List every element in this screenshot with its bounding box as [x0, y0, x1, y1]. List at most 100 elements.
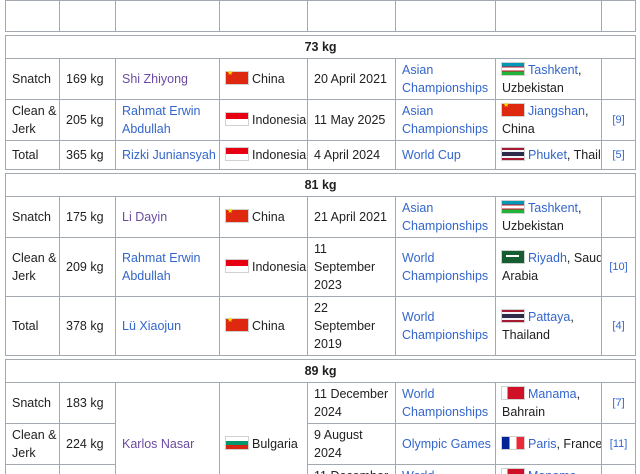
ref-cell: [7] [600, 382, 637, 424]
city-link[interactable]: Manama [528, 469, 577, 474]
lift-cell: Total [5, 296, 60, 356]
event-link[interactable]: World Championships [402, 310, 489, 342]
athlete-link[interactable]: Rahmat Erwin Abdullah [122, 104, 201, 136]
nation-cell: China [219, 58, 308, 100]
athlete-cell: Rizki Juniansyah [115, 140, 220, 170]
location-cell: Riyadh, Saudi Arabia [495, 237, 602, 297]
table-row: Total 405 kg 11 December 2024 World Cham… [5, 464, 637, 474]
location-cell: Jiangshan, China [495, 99, 602, 141]
athlete-link[interactable]: Lü Xiaojun [122, 319, 182, 333]
ref-cell [600, 196, 637, 238]
reference-link[interactable]: [9] [612, 114, 625, 126]
nation-name: Indonesia [252, 260, 307, 274]
table-row: Snatch 183 kg Karlos Nasar Bulgaria 11 D… [5, 382, 637, 474]
event-link[interactable]: Asian Championships [402, 201, 489, 233]
event-link[interactable]: Olympic Games [402, 437, 491, 451]
athlete-link[interactable]: Karlos Nasar [122, 437, 195, 451]
weight-class-header: 73 kg [4, 35, 637, 59]
lift-cell: Clean & Jerk [5, 423, 60, 465]
nation-cell: Indonesia [219, 140, 308, 170]
location-country: , Thailand [502, 310, 574, 342]
location-country: , Uzbekistan [502, 201, 582, 233]
location-cell: Tashkent, Uzbekistan [495, 58, 602, 100]
weight-cell: 405 kg [59, 464, 116, 474]
weight-cell: 175 kg [59, 196, 116, 238]
nation-flag-icon [226, 207, 248, 222]
nation-flag-icon [226, 113, 248, 125]
event-cell: World Cup [395, 140, 496, 170]
event-link[interactable]: Asian Championships [402, 63, 489, 95]
location-cell: Phuket, Thailand [495, 140, 602, 170]
location-flag-icon [502, 387, 524, 399]
lift-cell: Clean & Jerk [5, 99, 60, 141]
nation-cell: China [219, 296, 308, 356]
date-cell: 20 April 2021 [307, 58, 396, 100]
location-country: , France [556, 437, 602, 451]
event-link[interactable]: Asian Championships [402, 104, 489, 136]
table-row: 73 kg [4, 35, 637, 59]
nation-cell [219, 0, 308, 32]
nation-name: China [252, 72, 285, 86]
weight-class-table-81kg: 81 kg Snatch 175 kg Li Dayin China 21 Ap… [4, 173, 637, 356]
location-country: , Thailand [566, 148, 601, 162]
athlete-link[interactable]: Shi Zhiyong [122, 72, 189, 86]
city-link[interactable]: Paris [528, 437, 557, 451]
event-link[interactable]: World Championships [402, 387, 489, 419]
event-link[interactable]: World Championships [402, 469, 488, 474]
table-row [5, 0, 636, 32]
athlete-cell: Rahmat Erwin Abdullah [115, 237, 220, 297]
table-row: 81 kg [4, 173, 637, 197]
table-row: Total 365 kg Rizki Juniansyah Indonesia … [5, 140, 637, 170]
ref-cell: [9] [600, 99, 637, 141]
event-link[interactable]: World Championships [402, 251, 489, 283]
reference-link[interactable]: [7] [612, 397, 625, 409]
location-cell: Paris, France [495, 423, 602, 465]
city-link[interactable]: Tashkent [528, 201, 579, 215]
athlete-cell: Li Dayin [115, 196, 220, 238]
date-cell: 4 April 2024 [307, 140, 396, 170]
lift-cell: Total [5, 464, 60, 474]
nation-flag-icon [226, 69, 248, 84]
ref-cell: [11] [600, 423, 637, 465]
city-link[interactable]: Phuket [528, 148, 567, 162]
ref-cell: [10] [600, 237, 637, 297]
ref-cell: [7] [600, 464, 637, 474]
city-link[interactable]: Manama [528, 387, 577, 401]
event-link[interactable]: World Cup [402, 148, 461, 162]
table-row: 89 kg [4, 359, 637, 383]
location-flag-icon [502, 251, 524, 263]
location-flag-icon [502, 101, 524, 116]
date-cell: 21 April 2021 [307, 196, 396, 238]
nation-cell: Bulgaria [219, 382, 308, 474]
event-cell [395, 0, 496, 32]
event-cell: World Championships [395, 237, 496, 297]
city-link[interactable]: Riyadh [528, 251, 567, 265]
city-link[interactable]: Tashkent [528, 63, 579, 77]
location-country: , Bahrain [502, 469, 580, 474]
weight-cell: 209 kg [59, 237, 116, 297]
nation-cell: China [219, 196, 308, 238]
nation-flag-icon [226, 148, 248, 160]
event-cell: Olympic Games [395, 423, 496, 465]
lift-cell [5, 0, 60, 32]
athlete-cell: Lü Xiaojun [115, 296, 220, 356]
city-link[interactable]: Pattaya [528, 310, 571, 324]
reference-link[interactable]: [4] [612, 320, 625, 332]
weight-cell: 169 kg [59, 58, 116, 100]
city-link[interactable]: Jiangshan [528, 104, 585, 118]
athlete-link[interactable]: Rahmat Erwin Abdullah [122, 251, 201, 283]
date-cell: 11 December 2024 [307, 382, 396, 424]
reference-link[interactable]: [10] [609, 261, 628, 273]
event-cell: World Championships [395, 296, 496, 356]
lift-cell: Snatch [5, 196, 60, 238]
reference-link[interactable]: [5] [612, 149, 625, 161]
ref-cell: [5] [600, 140, 637, 170]
lift-cell: Total [5, 140, 60, 170]
athlete-link[interactable]: Li Dayin [122, 210, 168, 224]
location-country: , China [502, 104, 589, 136]
athlete-link[interactable]: Rizki Juniansyah [122, 148, 216, 162]
weight-cell: 365 kg [59, 140, 116, 170]
nation-cell: Indonesia [219, 99, 308, 141]
reference-link[interactable]: [11] [609, 438, 628, 450]
